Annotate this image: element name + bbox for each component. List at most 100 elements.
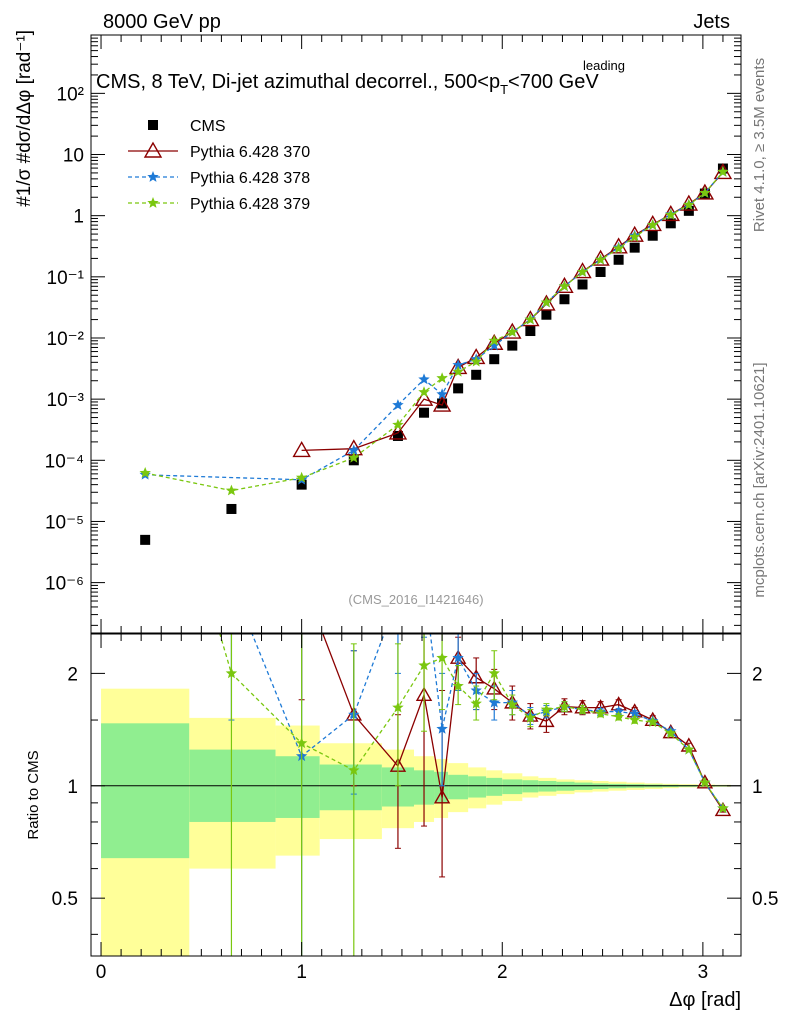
main-title: CMS, 8 TeV, Di-jet azimuthal decorrel., … <box>96 71 599 97</box>
ratio-point <box>540 703 553 715</box>
data-point <box>488 339 500 351</box>
main-frame <box>90 34 742 634</box>
data-point <box>418 386 430 397</box>
data-point <box>612 242 625 254</box>
legend-label: CMS <box>190 118 226 135</box>
ratio-y-tick-label: 0.5 <box>52 889 78 910</box>
x-axis-label: Δφ [rad] <box>669 989 741 1011</box>
ratio-y-tick-label-right: 0.5 <box>752 889 778 910</box>
uncertainty-band-1sigma <box>468 776 487 798</box>
data-point <box>348 444 360 456</box>
ratio-point <box>295 571 309 583</box>
data-point <box>594 253 607 265</box>
data-point <box>559 294 570 305</box>
ratio-point <box>452 651 464 663</box>
ratio-point <box>433 789 451 804</box>
x-tick-label: 0 <box>96 962 107 983</box>
data-point <box>577 279 588 290</box>
data-point <box>540 296 553 308</box>
data-point <box>541 309 552 320</box>
series-line <box>145 171 724 492</box>
data-point <box>665 208 677 220</box>
main-title-sup: leading <box>583 58 625 73</box>
ratio-point <box>594 707 607 719</box>
legend-marker <box>147 197 159 208</box>
x-tick-label: 3 <box>698 962 709 983</box>
ratio-point <box>665 727 677 739</box>
analysis-id: (CMS_2016_I1421646) <box>348 592 483 607</box>
data-point <box>647 230 658 241</box>
site-note: mcplots.cern.ch [arXiv:2401.10621] <box>751 362 768 597</box>
ratio-point <box>714 801 732 817</box>
data-point <box>348 451 360 463</box>
legend: CMS Pythia 6.428 370 Pythia 6.428 378 Pythi… <box>128 118 310 213</box>
series-pythia-6-428-378 <box>139 165 729 485</box>
ratio-point <box>452 680 464 691</box>
y-tick-label: 10⁻⁴ <box>45 451 84 472</box>
ratio-point <box>629 714 641 725</box>
data-point <box>683 198 695 210</box>
process-label: Jets <box>693 11 730 33</box>
uncertainty-band-1sigma <box>275 756 320 818</box>
y-tick-label: 10⁻⁵ <box>45 512 84 533</box>
ratio-y-tick-label-right: 1 <box>752 777 763 798</box>
rivet-note: Rivet 4.1.0, ≥ 3.5M events <box>751 58 768 232</box>
uncertainty-band-1sigma <box>448 774 469 800</box>
data-point <box>392 430 403 441</box>
ratio-point <box>226 577 237 588</box>
data-point <box>537 294 556 311</box>
uncertainty-band-1sigma <box>486 777 503 796</box>
uncertainty-band-1sigma <box>319 764 382 811</box>
ratio-point <box>717 802 729 814</box>
legend-label: Pythia 6.428 378 <box>190 170 310 187</box>
data-point <box>471 369 482 380</box>
main-title-suffix: <700 GeV <box>508 71 599 93</box>
data-point <box>613 254 624 265</box>
ratio-point <box>538 712 555 728</box>
data-point <box>292 441 311 458</box>
ratio-series-pythia-6-428-379 <box>140 372 729 956</box>
ratio-point <box>683 743 695 755</box>
series-line <box>301 171 724 452</box>
data-point <box>226 503 237 514</box>
ratio-point <box>392 701 404 713</box>
data-point <box>436 372 448 384</box>
main-ylabel: #1/σ #dσ/dΔφ [rad⁻¹] <box>14 30 35 207</box>
data-point <box>419 407 430 418</box>
ratio-point <box>470 697 482 709</box>
data-point <box>432 395 452 412</box>
uncertainty-band-1sigma <box>502 779 523 795</box>
ratio-point <box>612 710 625 722</box>
beam-label: 8000 GeV pp <box>103 11 221 33</box>
legend-marker <box>143 141 163 158</box>
data-point <box>558 280 571 292</box>
ratio-point <box>436 722 448 734</box>
data-point <box>524 313 537 325</box>
uncertainty-band-1sigma <box>522 780 539 793</box>
ratio-ylabel: Ratio to CMS <box>25 750 42 839</box>
ratio-point <box>436 651 448 663</box>
data-point <box>225 484 238 496</box>
main-panel: 10⁻⁶ 10⁻⁵ 10⁻⁴ 10⁻³ 10⁻² 10⁻¹ 1 10 10² CMS, 8 Te… <box>14 30 742 634</box>
data-point <box>717 165 729 177</box>
ratio-panel: 0.5 0.5 1 1 2 2 0 1 2 3 Ratio to CMS Δφ [rad] <box>25 372 778 1011</box>
data-point <box>452 359 464 370</box>
ratio-frame <box>90 633 742 957</box>
data-point <box>295 471 308 483</box>
ratio-point <box>506 698 518 710</box>
legend-marker <box>148 120 158 130</box>
data-point <box>470 355 482 367</box>
ratio-point <box>140 372 151 383</box>
x-tick-label: 2 <box>497 962 508 983</box>
y-tick-label: 10⁻² <box>47 329 85 350</box>
ratio-y-tick-label: 2 <box>67 664 78 685</box>
data-point <box>488 334 500 346</box>
ratio-point <box>488 696 500 708</box>
ratio-point <box>524 711 537 723</box>
ratio-y-tick-label-right: 2 <box>752 664 763 685</box>
legend-marker <box>147 171 159 182</box>
y-tick-label: 10⁻³ <box>47 390 85 411</box>
data-point <box>506 326 518 337</box>
data-point <box>452 365 464 377</box>
main-title-sub: T <box>500 82 508 97</box>
